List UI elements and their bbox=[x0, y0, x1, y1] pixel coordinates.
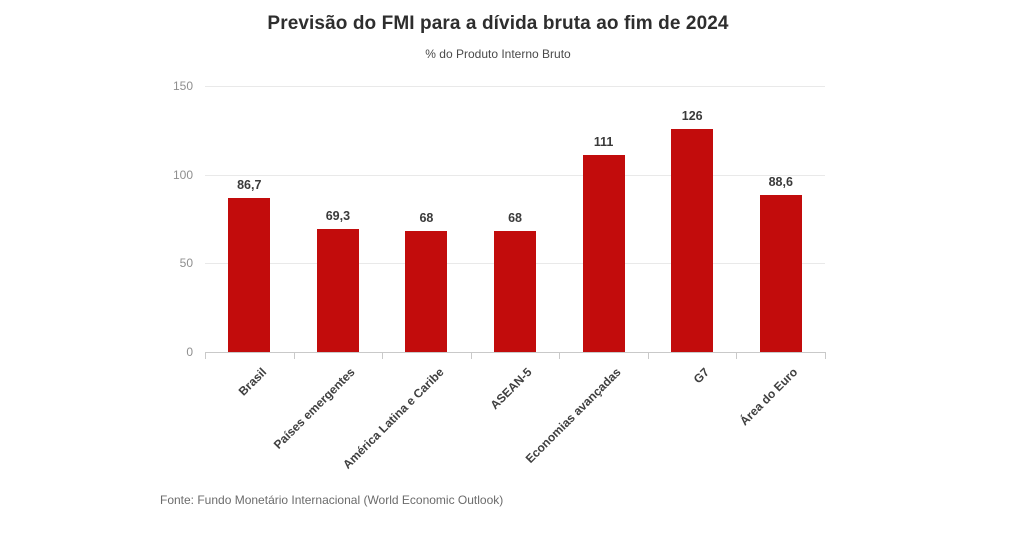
bar bbox=[759, 194, 802, 352]
bar-value-label: 68 bbox=[508, 211, 522, 226]
bar bbox=[316, 229, 359, 352]
bar-group: 68 bbox=[471, 86, 560, 352]
bar-group: 111 bbox=[559, 86, 648, 352]
source-note: Fonte: Fundo Monetário Internacional (Wo… bbox=[160, 493, 504, 507]
bar-group: 69,3 bbox=[294, 86, 383, 352]
x-label-cell: Economias avançadas bbox=[523, 353, 648, 478]
bar bbox=[405, 231, 448, 352]
bar-value-label: 68 bbox=[419, 211, 434, 226]
bar-value-label: 111 bbox=[593, 135, 614, 150]
bar bbox=[228, 198, 271, 352]
bar bbox=[494, 231, 537, 352]
bar-value-label: 69,3 bbox=[325, 209, 351, 224]
x-axis-tick bbox=[382, 352, 384, 359]
bar bbox=[671, 128, 714, 352]
bar-value-label: 88,6 bbox=[768, 174, 793, 189]
x-label-cell: Área do Euro bbox=[736, 353, 825, 478]
chart-title: Previsão do FMI para a dívida bruta ao f… bbox=[267, 13, 729, 34]
gridline bbox=[205, 86, 825, 87]
x-axis-label: ASEAN-5 bbox=[487, 365, 535, 413]
x-label-cell: Países emergentes bbox=[271, 353, 383, 478]
y-axis-tick-label: 0 bbox=[186, 345, 193, 359]
x-axis: Brasil Países emergentes América Latina e … bbox=[205, 353, 825, 478]
x-label-cell: ASEAN-5 bbox=[471, 353, 560, 478]
x-axis-label: G7 bbox=[690, 365, 713, 387]
y-axis-tick-label: 100 bbox=[172, 167, 193, 182]
plot-area: 0 50 100 150 86,7 69,3 68 68 111 126 88,6 bbox=[173, 79, 826, 359]
x-axis-tick bbox=[205, 352, 206, 359]
bar-value-label: 126 bbox=[681, 108, 703, 123]
x-label-cell: América Latina e Caribe bbox=[340, 353, 471, 478]
x-axis-tick bbox=[470, 352, 472, 359]
gridline bbox=[205, 174, 825, 176]
x-axis-label: Brasil bbox=[235, 365, 270, 399]
bar-group: 126 bbox=[648, 86, 737, 352]
bar-group: 88,6 bbox=[736, 86, 825, 352]
x-axis-label: Área do Euro bbox=[737, 365, 801, 429]
bar-group: 68 bbox=[382, 86, 471, 352]
x-axis-tick bbox=[647, 352, 649, 359]
bar-group: 86,7 bbox=[205, 86, 294, 352]
y-axis-tick-label: 50 bbox=[179, 256, 193, 271]
chart-subtitle: % do Produto Interno Bruto bbox=[425, 47, 571, 61]
y-axis-tick-label: 150 bbox=[172, 79, 193, 93]
x-label-cell: Brasil bbox=[205, 353, 294, 478]
bar bbox=[582, 155, 625, 352]
bars-row: 86,7 69,3 68 68 111 126 88,6 bbox=[205, 86, 825, 352]
x-label-cell: G7 bbox=[648, 353, 737, 478]
x-axis-tick bbox=[736, 352, 738, 359]
x-axis-tick bbox=[293, 352, 295, 359]
x-axis-tick bbox=[825, 352, 826, 359]
bar-value-label: 86,7 bbox=[237, 178, 262, 193]
x-axis-tick bbox=[559, 352, 561, 359]
